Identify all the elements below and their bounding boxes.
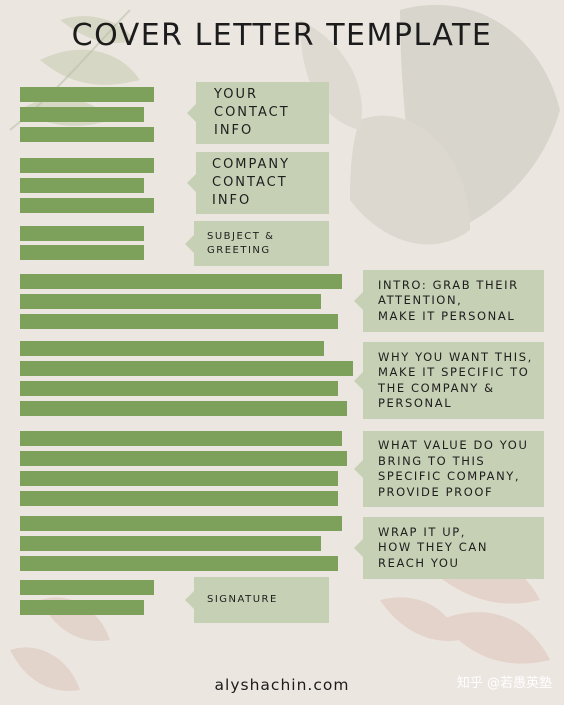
section-label-contact-info: YOUR CONTACT INFO — [187, 82, 329, 144]
section-label-text: SIGNATURE — [207, 594, 278, 606]
placeholder-line — [20, 431, 342, 446]
placeholder-line — [20, 381, 338, 396]
watermark-text: 知乎 @若愚英塾 — [456, 676, 552, 691]
placeholder-line — [20, 471, 338, 486]
section-label-company-contact-info: COMPANY CONTACT INFO — [187, 152, 329, 214]
placeholder-line — [20, 580, 154, 595]
section-label-text: WHAT VALUE DO YOU BRING TO THIS SPECIFIC… — [378, 438, 529, 499]
placeholder-line — [20, 294, 321, 309]
placeholder-line — [20, 556, 338, 571]
placeholder-line — [20, 341, 324, 356]
page-title: COVER LETTER TEMPLATE — [71, 18, 493, 53]
placeholder-line — [20, 600, 144, 615]
placeholder-line — [20, 158, 154, 173]
placeholder-line — [20, 107, 144, 122]
section-label-text: YOUR CONTACT INFO — [214, 87, 290, 138]
section-label-text: WHY YOU WANT THIS, MAKE IT SPECIFIC TO T… — [378, 349, 533, 411]
placeholder-line — [20, 536, 321, 551]
placeholder-line — [20, 87, 154, 102]
section-label-wrap-it-up: WRAP IT UP, HOW THEY CAN REACH YOU — [354, 517, 544, 579]
placeholder-line — [20, 127, 154, 142]
website-link[interactable]: alyshachin.com — [214, 676, 350, 694]
section-label-subject-greeting: SUBJECT & GREETING — [185, 221, 329, 266]
placeholder-line — [20, 491, 338, 506]
section-label-why-you-want-this: WHY YOU WANT THIS, MAKE IT SPECIFIC TO T… — [354, 342, 544, 419]
placeholder-line — [20, 198, 154, 213]
section-label-text: INTRO: GRAB THEIR ATTENTION, MAKE IT PER… — [378, 277, 519, 323]
placeholder-line — [20, 245, 144, 260]
section-label-what-value: WHAT VALUE DO YOU BRING TO THIS SPECIFIC… — [354, 431, 544, 507]
placeholder-line — [20, 314, 338, 329]
section-label-intro: INTRO: GRAB THEIR ATTENTION, MAKE IT PER… — [354, 270, 544, 332]
placeholder-line — [20, 274, 342, 289]
section-label-text: WRAP IT UP, HOW THEY CAN REACH YOU — [378, 524, 489, 570]
section-label-text: COMPANY CONTACT INFO — [212, 157, 291, 208]
placeholder-line — [20, 178, 144, 193]
section-label-text: SUBJECT & GREETING — [207, 231, 275, 256]
placeholder-line — [20, 401, 347, 416]
placeholder-line — [20, 226, 144, 241]
section-label-signature: SIGNATURE — [185, 577, 329, 623]
placeholder-line — [20, 361, 353, 376]
placeholder-line — [20, 451, 347, 466]
placeholder-line — [20, 516, 342, 531]
